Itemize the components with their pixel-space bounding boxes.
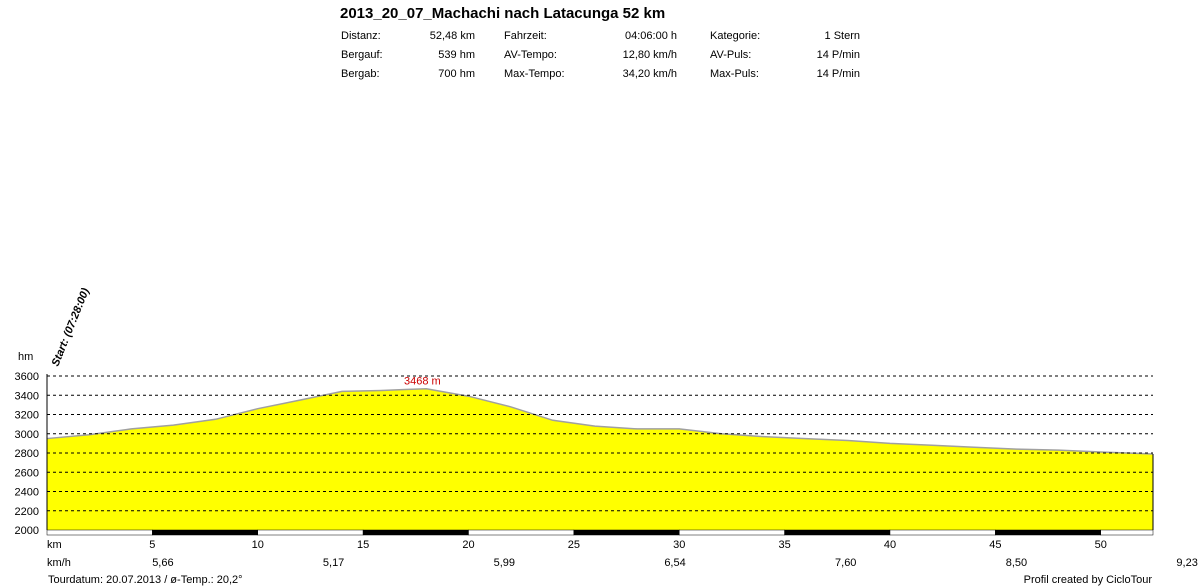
km-scale-segment bbox=[573, 529, 680, 536]
chart-title: 2013_20_07_Machachi nach Latacunga 52 km bbox=[340, 5, 666, 22]
stat-value-category: 1 Stern bbox=[824, 30, 860, 42]
peak-label: 3468 m bbox=[404, 376, 441, 388]
speed-value: 8,50 bbox=[1006, 557, 1027, 569]
km-scale-segment bbox=[889, 529, 996, 536]
elevation-outline bbox=[46, 387, 1154, 455]
stat-label-max-pulse: Max-Puls: bbox=[710, 68, 759, 80]
y-tick-label: 2200 bbox=[15, 506, 39, 518]
grid-lines bbox=[47, 375, 1153, 512]
y-tick-label: 3200 bbox=[15, 410, 39, 422]
stat-value-climb: 539 hm bbox=[438, 49, 475, 61]
y-tick-label: 2000 bbox=[15, 525, 39, 537]
km-scale-segment bbox=[257, 529, 364, 536]
y-tick-label: 3400 bbox=[15, 390, 39, 402]
y-tick-label: 2800 bbox=[15, 448, 39, 460]
speed-value: 5,66 bbox=[152, 557, 173, 569]
y-tick-label: 2600 bbox=[15, 467, 39, 479]
stat-label-descent: Bergab: bbox=[341, 68, 380, 80]
km-scale-segment bbox=[678, 529, 785, 536]
elevation-area bbox=[47, 388, 1153, 530]
km-scale-segment bbox=[784, 529, 891, 536]
speed-value: 5,99 bbox=[494, 557, 515, 569]
speed-value: 9,23 bbox=[1176, 557, 1197, 569]
km-scale-segment bbox=[46, 529, 153, 536]
tour-date-footer: Tourdatum: 20.07.2013 / ø-Temp.: 20,2° bbox=[48, 574, 243, 586]
credit-footer: Profil created by CicloTour bbox=[1023, 574, 1152, 586]
y-axis-label: hm bbox=[18, 351, 33, 363]
stat-label-category: Kategorie: bbox=[710, 30, 761, 42]
x-tick-label: 15 bbox=[357, 539, 369, 551]
x-tick-label: 5 bbox=[149, 539, 155, 551]
km-scale-segment bbox=[362, 529, 469, 536]
stat-label-distance: Distanz: bbox=[341, 30, 381, 42]
speed-row-label: km/h bbox=[47, 557, 71, 569]
x-tick-label: 25 bbox=[568, 539, 580, 551]
y-tick-labels: 2000 2200 2400 2600 2800 3000 3200 3400 3600 bbox=[15, 371, 39, 537]
stat-value-avg-speed: 12,80 km/h bbox=[622, 49, 677, 61]
x-tick-label: 35 bbox=[778, 539, 790, 551]
x-tick-label: 40 bbox=[884, 539, 896, 551]
x-tick-labels: 5 10 15 20 25 30 35 40 45 50 bbox=[149, 539, 1107, 551]
stat-label-ride-time: Fahrzeit: bbox=[504, 30, 547, 42]
stat-value-ride-time: 04:06:00 h bbox=[625, 30, 677, 42]
stat-value-distance: 52,48 km bbox=[429, 30, 475, 42]
km-scale-segment bbox=[995, 529, 1101, 536]
km-scale-segment bbox=[1100, 529, 1154, 536]
speed-values: 5,66 5,17 5,99 6,54 7,60 8,50 9,23 bbox=[152, 557, 1198, 569]
x-tick-label: 50 bbox=[1095, 539, 1107, 551]
x-tick-label: 10 bbox=[252, 539, 264, 551]
speed-value: 7,60 bbox=[835, 557, 856, 569]
x-axis-label: km bbox=[47, 539, 62, 551]
stat-label-avg-speed: AV-Tempo: bbox=[504, 49, 557, 61]
speed-value: 5,17 bbox=[323, 557, 344, 569]
y-tick-label: 2400 bbox=[15, 487, 39, 499]
stat-value-max-pulse: 14 P/min bbox=[816, 68, 860, 80]
y-tick-label: 3000 bbox=[15, 429, 39, 441]
axes bbox=[46, 374, 1154, 536]
km-scale-segment bbox=[152, 529, 258, 536]
speed-value: 6,54 bbox=[664, 557, 685, 569]
stat-label-max-speed: Max-Tempo: bbox=[504, 68, 565, 80]
km-scale-segment bbox=[468, 529, 575, 536]
x-tick-label: 45 bbox=[989, 539, 1001, 551]
start-annotation: Start: (07:28:00) bbox=[50, 286, 92, 368]
stat-value-descent: 700 hm bbox=[438, 68, 475, 80]
x-tick-label: 30 bbox=[673, 539, 685, 551]
y-tick-label: 3600 bbox=[15, 371, 39, 383]
x-tick-label: 20 bbox=[462, 539, 474, 551]
stat-label-climb: Bergauf: bbox=[341, 49, 383, 61]
stat-value-avg-pulse: 14 P/min bbox=[816, 49, 860, 61]
stat-label-avg-pulse: AV-Puls: bbox=[710, 49, 752, 61]
stat-value-max-speed: 34,20 km/h bbox=[622, 68, 677, 80]
